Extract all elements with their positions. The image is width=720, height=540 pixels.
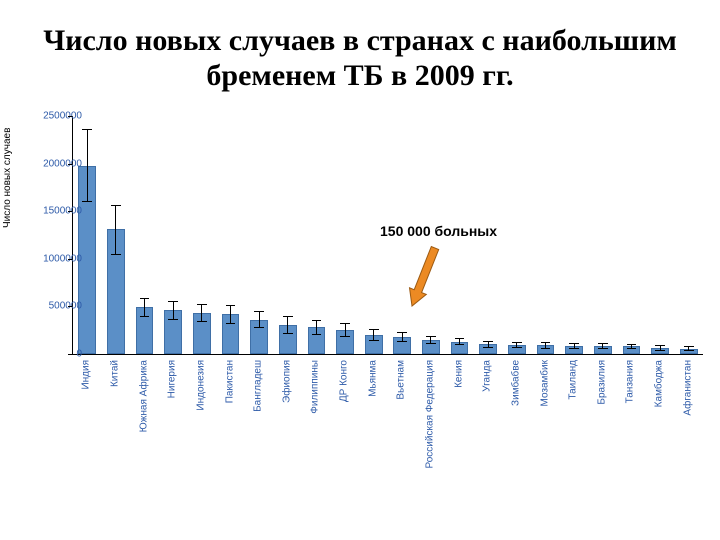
- error-cap: [541, 348, 551, 349]
- x-tick-label: Китай: [109, 360, 120, 387]
- y-tick-label: 0: [76, 349, 82, 360]
- error-cap: [197, 321, 207, 322]
- x-tick-label: Индия: [81, 360, 92, 390]
- error-cap: [512, 347, 522, 348]
- x-tick-label: Нигерия: [167, 360, 178, 398]
- error-bar: [230, 305, 231, 322]
- error-cap: [455, 338, 465, 339]
- y-tick-label: 1000000: [43, 253, 82, 264]
- y-tick-mark: [68, 259, 72, 260]
- callout-arrow-icon: [392, 228, 455, 326]
- error-cap: [82, 129, 92, 130]
- y-tick-label: 2000000: [43, 158, 82, 169]
- y-tick-mark: [68, 354, 72, 355]
- error-cap: [684, 350, 694, 351]
- y-tick-label: 500000: [49, 301, 82, 312]
- x-tick-label: Камбоджа: [654, 360, 665, 407]
- error-cap: [369, 329, 379, 330]
- error-cap: [254, 327, 264, 328]
- error-cap: [655, 345, 665, 346]
- slide-title-text: Число новых случаев в странах с наибольш…: [43, 24, 677, 92]
- error-cap: [569, 348, 579, 349]
- error-cap: [684, 346, 694, 347]
- x-tick-label: Российская Федерация: [424, 360, 435, 469]
- x-tick-label: Филиппины: [310, 360, 321, 414]
- x-tick-label: Мозамбик: [539, 360, 550, 407]
- error-cap: [598, 348, 608, 349]
- x-tick-label: ДР Конго: [339, 360, 350, 402]
- error-cap: [140, 316, 150, 317]
- error-cap: [569, 343, 579, 344]
- error-cap: [283, 333, 293, 334]
- error-cap: [627, 344, 637, 345]
- y-tick-mark: [68, 116, 72, 117]
- x-tick-label: Бангладеш: [253, 360, 264, 412]
- chart-container: Число новых случаев 150 000 больных 0500…: [0, 108, 720, 538]
- x-tick-label: Таиланд: [568, 360, 579, 400]
- error-cap: [111, 254, 121, 255]
- slide-title: Число новых случаев в странах с наибольш…: [0, 20, 720, 97]
- y-tick-label: 1500000: [43, 206, 82, 217]
- error-cap: [541, 342, 551, 343]
- y-tick-label: 2500000: [43, 111, 82, 122]
- error-cap: [397, 332, 407, 333]
- error-cap: [397, 341, 407, 342]
- y-axis-title: Число новых случаев: [2, 128, 13, 228]
- error-cap: [369, 340, 379, 341]
- error-cap: [283, 316, 293, 317]
- x-tick-label: Эфиопия: [281, 360, 292, 403]
- error-cap: [82, 201, 92, 202]
- error-cap: [340, 323, 350, 324]
- error-bar: [345, 323, 346, 336]
- error-cap: [483, 347, 493, 348]
- x-tick-label: Танзания: [625, 360, 636, 403]
- y-tick-mark: [68, 164, 72, 165]
- error-bar: [144, 298, 145, 316]
- x-tick-label: Зимбабве: [510, 360, 521, 406]
- x-tick-label: Кения: [453, 360, 464, 388]
- error-cap: [312, 320, 322, 321]
- error-bar: [287, 316, 288, 333]
- error-cap: [598, 343, 608, 344]
- error-cap: [168, 319, 178, 320]
- error-bar: [316, 320, 317, 334]
- x-tick-label: Вьетнам: [396, 360, 407, 400]
- error-bar: [87, 129, 88, 200]
- x-tick-label: Уганда: [482, 360, 493, 392]
- error-bar: [201, 304, 202, 320]
- error-cap: [455, 344, 465, 345]
- error-cap: [512, 342, 522, 343]
- x-tick-label: Бразилия: [596, 360, 607, 405]
- error-cap: [655, 350, 665, 351]
- error-cap: [627, 348, 637, 349]
- error-bar: [402, 332, 403, 341]
- error-bar: [115, 205, 116, 254]
- error-cap: [340, 336, 350, 337]
- error-cap: [226, 305, 236, 306]
- error-cap: [426, 336, 436, 337]
- error-cap: [483, 341, 493, 342]
- error-cap: [226, 323, 236, 324]
- y-tick-mark: [68, 306, 72, 307]
- error-cap: [254, 311, 264, 312]
- x-tick-label: Афганистан: [682, 360, 693, 416]
- error-cap: [197, 304, 207, 305]
- y-tick-mark: [68, 211, 72, 212]
- error-cap: [168, 301, 178, 302]
- error-cap: [111, 205, 121, 206]
- error-cap: [140, 298, 150, 299]
- x-tick-label: Южная Африка: [138, 360, 149, 432]
- x-tick-label: Мьянма: [367, 360, 378, 397]
- x-tick-label: Пакистан: [224, 360, 235, 403]
- error-bar: [373, 329, 374, 339]
- error-bar: [173, 301, 174, 319]
- error-cap: [312, 334, 322, 335]
- error-cap: [426, 343, 436, 344]
- x-tick-label: Индонезия: [195, 360, 206, 411]
- error-bar: [259, 311, 260, 327]
